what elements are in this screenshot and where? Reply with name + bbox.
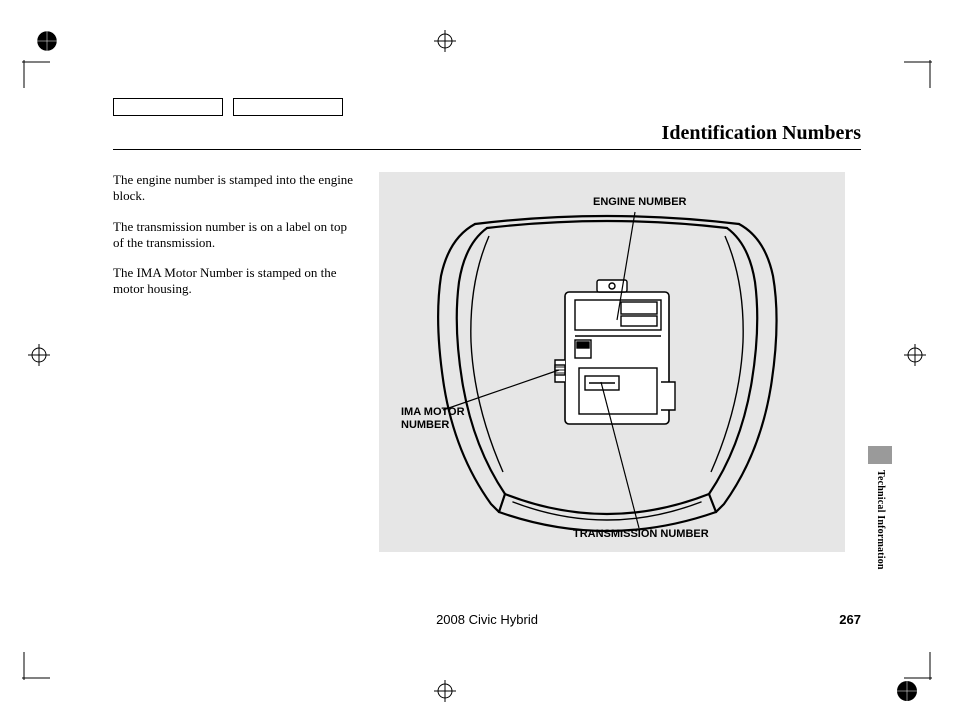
- label-ima-line2: NUMBER: [401, 419, 449, 431]
- engine-bay-svg: [379, 172, 845, 552]
- label-engine-number: ENGINE NUMBER: [593, 196, 687, 209]
- label-transmission-number: TRANSMISSION NUMBER: [573, 528, 709, 541]
- paragraph-ima: The IMA Motor Number is stamped on the m…: [113, 265, 361, 298]
- engine-bay-figure: ENGINE NUMBER IMA MOTOR NUMBER TRANSMISS…: [379, 172, 845, 552]
- crop-mark-bl: [22, 650, 52, 680]
- header-tab-2: [233, 98, 343, 116]
- registration-cross-left: [28, 344, 50, 366]
- registration-mark-br: [896, 680, 918, 702]
- registration-cross-bottom: [434, 680, 456, 702]
- body-row: The engine number is stamped into the en…: [113, 172, 861, 552]
- crop-mark-tr: [902, 60, 932, 90]
- registration-cross-right: [904, 344, 926, 366]
- paragraph-engine: The engine number is stamped into the en…: [113, 172, 361, 205]
- side-tab-gray-marker: [868, 446, 892, 464]
- footer-model-year: 2008 Civic Hybrid: [436, 612, 538, 627]
- paragraph-transmission: The transmission number is on a label on…: [113, 219, 361, 252]
- text-column: The engine number is stamped into the en…: [113, 172, 361, 552]
- footer-page-number: 267: [839, 612, 861, 627]
- crop-mark-br: [902, 650, 932, 680]
- label-ima-motor: IMA MOTOR NUMBER: [401, 406, 465, 431]
- page-content: Identification Numbers The engine number…: [113, 98, 861, 552]
- page-title: Identification Numbers: [662, 122, 861, 145]
- label-ima-line1: IMA MOTOR: [401, 406, 465, 418]
- registration-cross-top: [434, 30, 456, 52]
- section-side-tab: Technical Information: [868, 452, 886, 574]
- title-row: Identification Numbers: [113, 122, 861, 150]
- registration-mark-tl: [36, 30, 58, 52]
- header-tab-1: [113, 98, 223, 116]
- crop-mark-tl: [22, 60, 52, 90]
- header-tab-row: [113, 98, 861, 116]
- side-tab-text: Technical Information: [875, 470, 886, 570]
